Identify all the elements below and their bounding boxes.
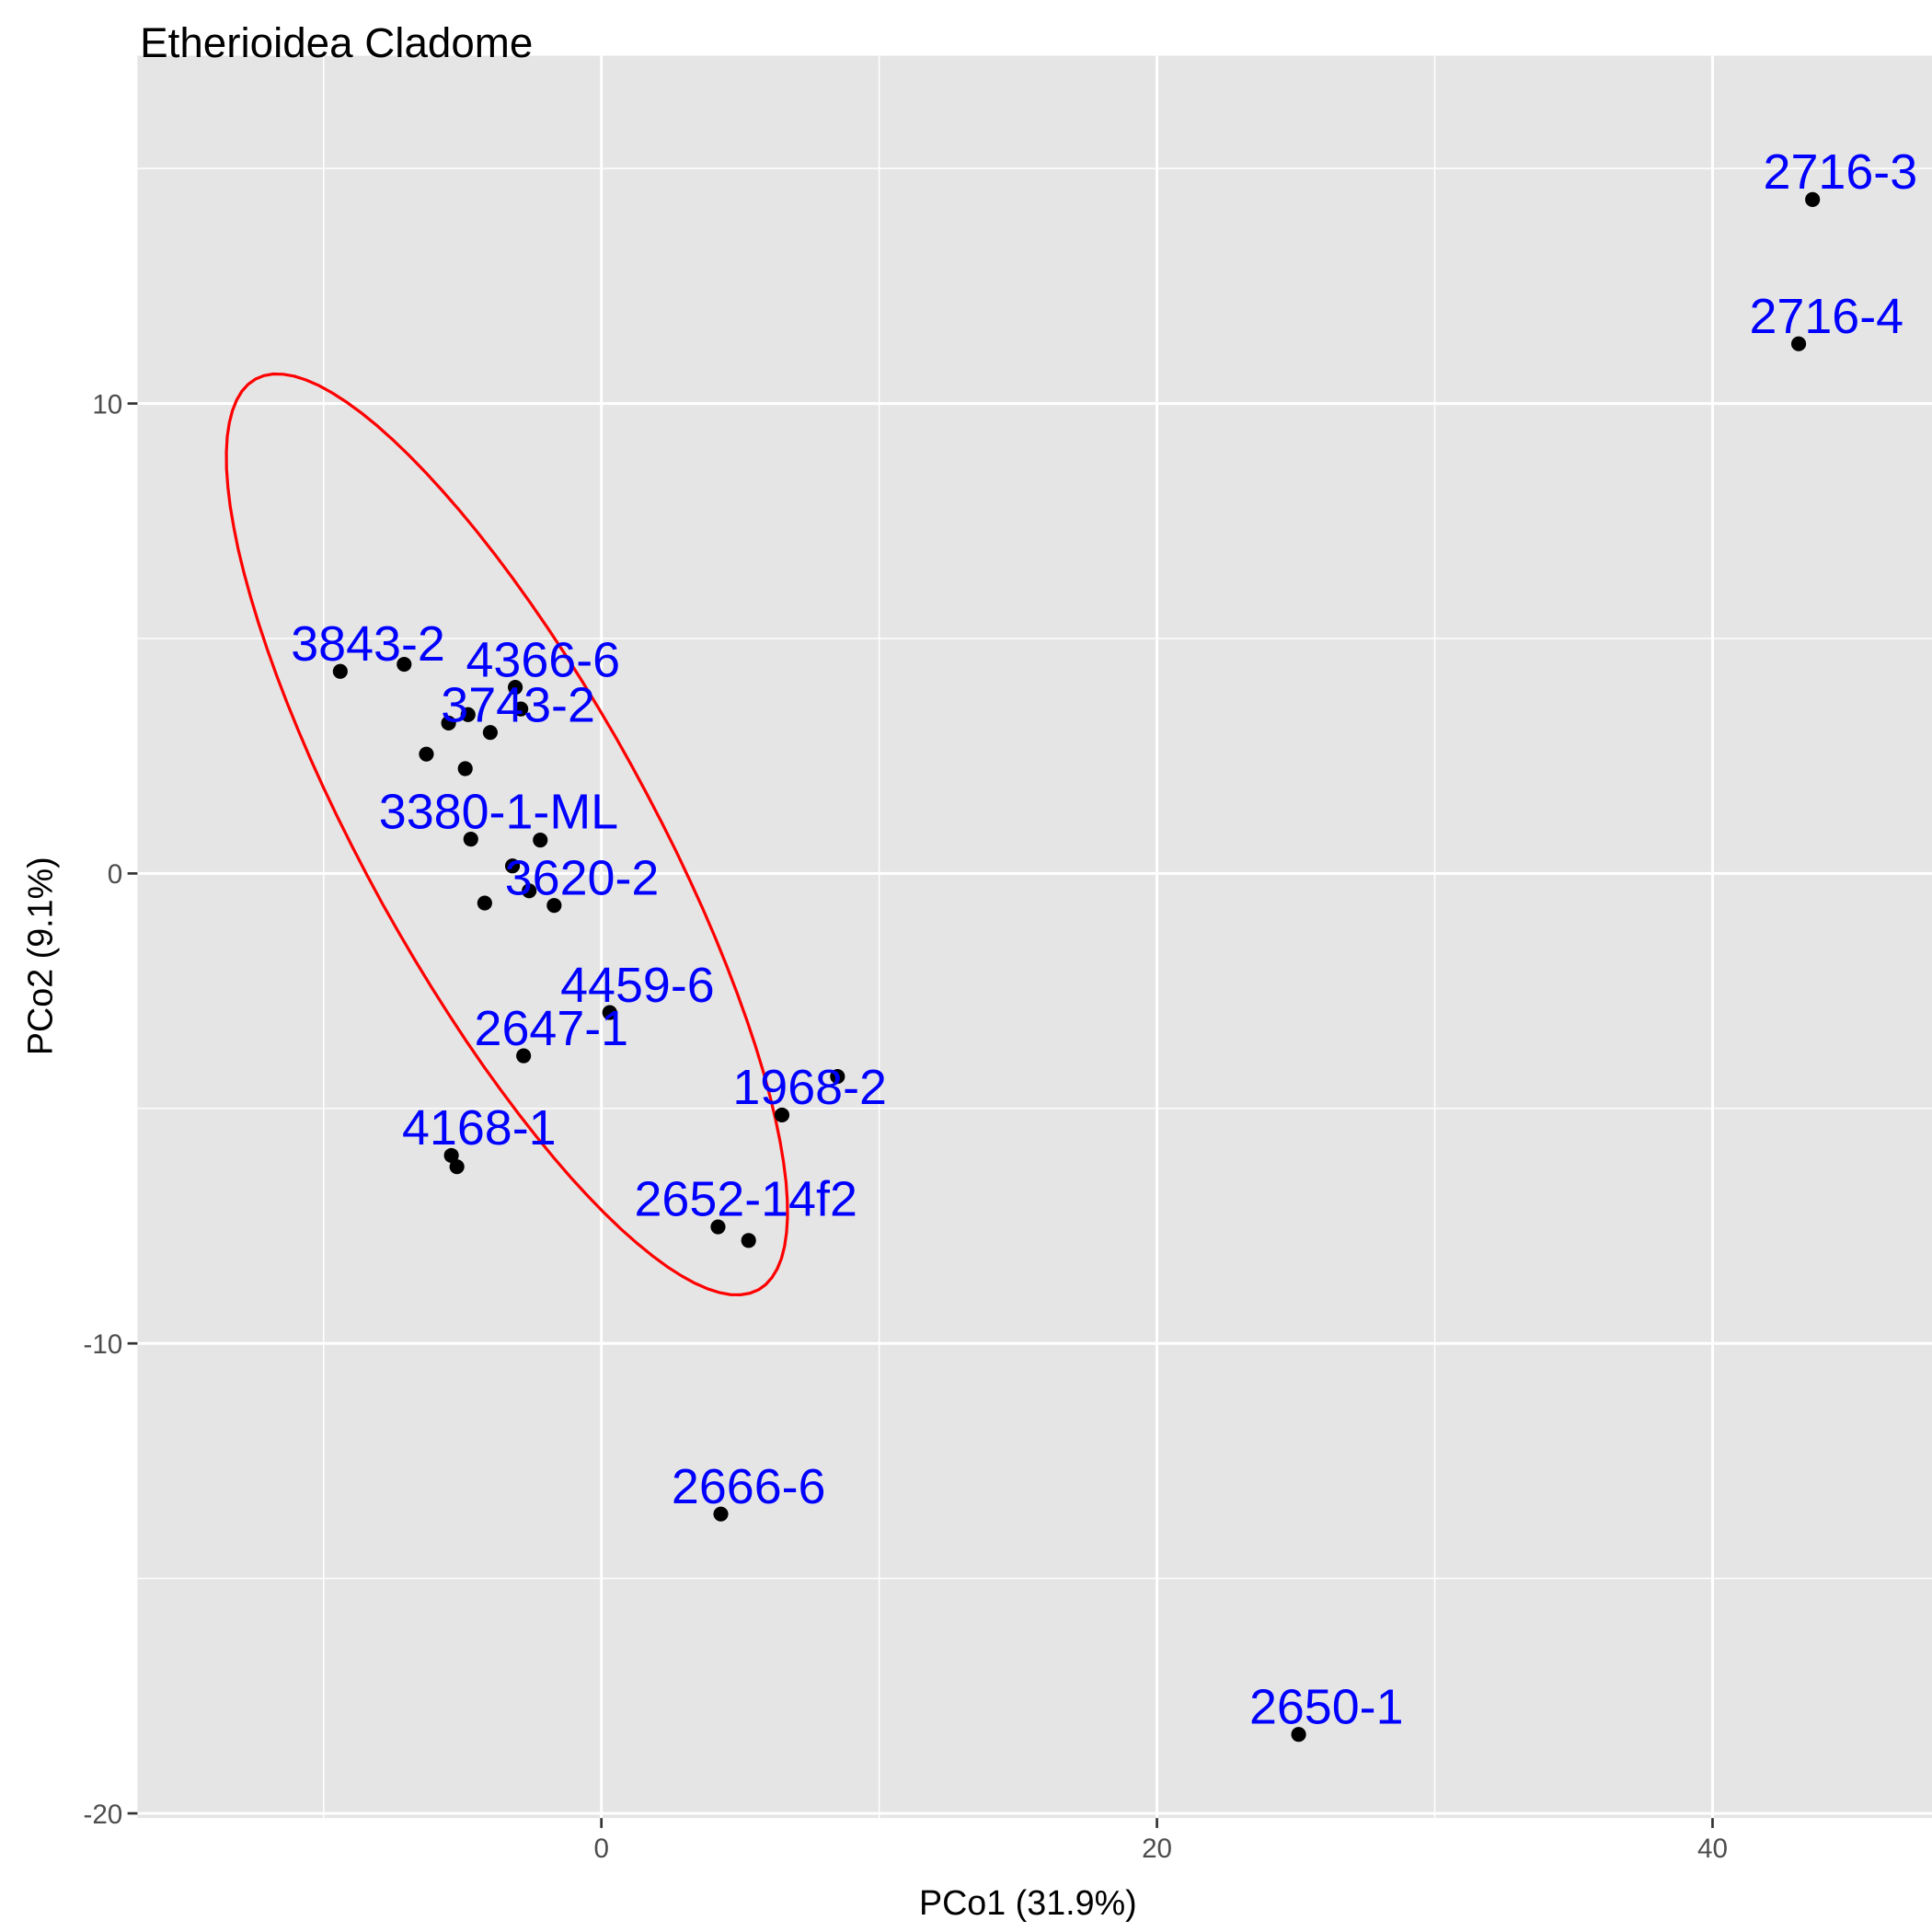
y-tick-label: 0 <box>108 859 122 890</box>
data-point <box>482 725 498 741</box>
data-point <box>457 761 473 776</box>
point-label: 4459-6 <box>560 958 715 1013</box>
data-point <box>516 1048 532 1064</box>
y-tick-label: -20 <box>83 1800 122 1830</box>
data-point <box>441 715 456 731</box>
data-point <box>397 657 412 673</box>
point-label: 3620-2 <box>505 850 660 905</box>
chart-title: Etherioidea Cladome <box>140 19 533 66</box>
data-point <box>710 1219 726 1235</box>
data-point <box>443 1147 459 1163</box>
y-tick-label: -10 <box>83 1329 122 1360</box>
y-tick-label: 10 <box>92 389 122 420</box>
data-point <box>419 746 434 762</box>
data-point <box>713 1506 729 1522</box>
data-point <box>1790 336 1807 351</box>
y-axis-title: PCo2 (9.1%) <box>21 857 60 1055</box>
plot-panel <box>137 55 1932 1819</box>
data-point <box>332 663 348 679</box>
x-tick-label: 0 <box>593 1834 608 1864</box>
data-point <box>522 883 537 899</box>
data-point <box>774 1107 790 1123</box>
data-point <box>477 895 492 911</box>
point-label: 1968-2 <box>732 1060 887 1115</box>
point-label: 3843-2 <box>291 616 445 672</box>
point-label: 3743-2 <box>441 677 595 732</box>
data-point <box>504 858 521 874</box>
data-point <box>1805 191 1821 207</box>
point-label: 3380-1-ML <box>379 784 618 839</box>
point-label: 2716-4 <box>1749 289 1903 344</box>
x-tick-label: 40 <box>1697 1834 1728 1864</box>
data-point <box>741 1233 756 1248</box>
data-point <box>460 707 476 722</box>
data-point <box>1291 1727 1306 1742</box>
data-point <box>830 1069 845 1085</box>
point-label: 4168-1 <box>402 1100 557 1156</box>
point-label: 2647-1 <box>475 1001 629 1056</box>
x-axis-title: PCo1 (31.9%) <box>919 1883 1137 1922</box>
data-point <box>602 1005 617 1020</box>
point-label: 2650-1 <box>1249 1679 1404 1734</box>
points <box>332 191 1821 1742</box>
data-point <box>463 832 478 847</box>
x-tick-label: 20 <box>1142 1834 1172 1864</box>
data-point <box>449 1159 465 1175</box>
gridlines <box>137 55 1932 1819</box>
data-point <box>533 833 548 848</box>
point-label: 2666-6 <box>672 1459 826 1514</box>
data-point <box>513 701 529 717</box>
point-label: 2716-3 <box>1764 144 1918 200</box>
point-label: 4366-6 <box>466 632 620 687</box>
point-label: 2652-14f2 <box>634 1172 857 1227</box>
axes: 0 20 40 -20 -10 0 10 <box>83 389 1727 1864</box>
data-point <box>546 898 562 914</box>
confidence-ellipse <box>224 372 789 1297</box>
point-labels: 3843-2 4366-63743-23380-1-ML3620-24459-62… <box>291 144 1917 1734</box>
data-point <box>507 680 523 696</box>
